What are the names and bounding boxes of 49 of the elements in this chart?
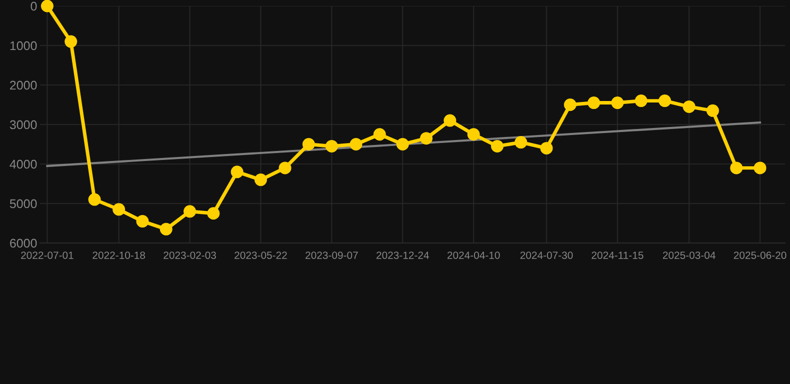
point xyxy=(207,207,220,220)
x-tick-label: 2024-07-30 xyxy=(520,252,573,259)
point xyxy=(706,104,719,117)
x-tick-label: 2023-02-03 xyxy=(164,252,216,259)
point xyxy=(467,128,480,141)
point xyxy=(184,205,196,218)
point xyxy=(302,138,315,150)
point xyxy=(564,98,576,111)
y-tick-label: 4000 xyxy=(10,160,37,169)
point xyxy=(658,94,672,108)
x-tick-label: 2024-11-15 xyxy=(592,252,644,259)
y-tick-label: 3000 xyxy=(10,120,37,130)
point xyxy=(396,138,409,150)
point xyxy=(350,138,362,150)
point xyxy=(540,142,553,154)
point xyxy=(611,96,624,110)
point xyxy=(230,166,244,178)
x-tick-label: 2023-09-07 xyxy=(306,252,358,259)
point xyxy=(254,174,267,186)
point xyxy=(730,162,743,174)
point xyxy=(514,136,528,149)
point xyxy=(64,35,78,48)
point xyxy=(491,140,504,152)
point xyxy=(682,100,696,113)
x-tick-label: 2025-03-04 xyxy=(662,252,716,259)
point xyxy=(325,140,338,152)
x-tick-label: 2022-07-01 xyxy=(21,252,74,259)
point xyxy=(160,222,172,236)
point xyxy=(634,94,648,108)
x-tick-label: 2023-05-22 xyxy=(234,252,287,259)
x-tick-label: 2025-06-20 xyxy=(734,252,786,259)
point xyxy=(88,193,101,206)
point xyxy=(444,114,456,127)
point xyxy=(373,128,386,141)
point xyxy=(278,162,292,174)
y-tick-label: 1000 xyxy=(10,41,37,50)
x-tick-label: 2022-10-18 xyxy=(92,252,146,259)
y-tick-label: 5000 xyxy=(10,199,37,208)
point xyxy=(112,203,126,216)
y-tick-label: 2000 xyxy=(10,80,37,90)
point xyxy=(588,96,600,110)
point xyxy=(40,0,54,12)
point xyxy=(136,215,149,228)
point xyxy=(754,162,766,174)
point xyxy=(420,132,433,145)
x-tick-label: 2023-12-24 xyxy=(376,252,429,259)
x-tick-label: 2024-04-10 xyxy=(447,252,500,259)
y-tick-label: 0 xyxy=(30,2,37,11)
y-tick-label: 6000 xyxy=(10,238,37,248)
